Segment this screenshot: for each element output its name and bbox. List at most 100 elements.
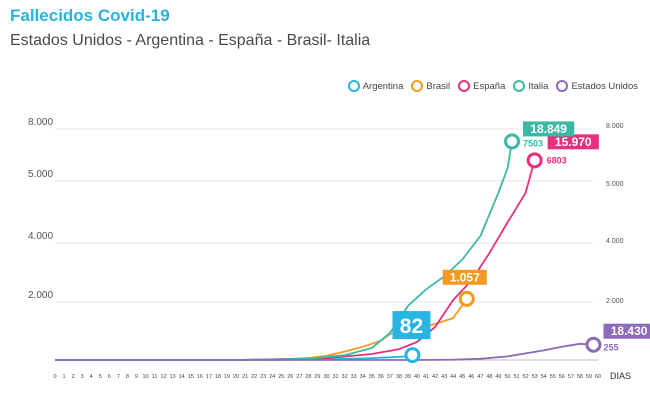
end-label-box-espana <box>547 134 599 150</box>
end-label-box-estados-unidos <box>603 323 650 339</box>
x-tick-26: 26 <box>287 374 293 380</box>
x-tick-44: 44 <box>450 374 456 380</box>
x-tick-11: 11 <box>152 374 158 380</box>
legend-item-brasil: Brasil <box>411 80 450 92</box>
x-tick-52: 52 <box>523 374 529 380</box>
legend-swatch-estados-unidos <box>556 80 569 92</box>
x-tick-10: 10 <box>142 374 148 380</box>
end-label-estados-unidos: 18.430 <box>611 324 648 338</box>
chart-subtitle: Estados Unidos - Argentina - España - Br… <box>10 32 371 49</box>
x-tick-59: 59 <box>586 374 592 380</box>
x-tick-8: 8 <box>126 374 129 380</box>
end-label-box-italia <box>523 121 575 137</box>
x-tick-14: 14 <box>179 374 185 380</box>
x-tick-41: 41 <box>423 374 429 380</box>
end-label-brasil: 1.057 <box>450 270 480 284</box>
x-tick-54: 54 <box>541 374 547 380</box>
legend-item-espana: España <box>458 80 505 92</box>
y-tick-left-2: 4.000 <box>28 231 53 242</box>
x-tick-57: 57 <box>568 374 574 380</box>
x-tick-38: 38 <box>396 374 402 380</box>
x-tick-32: 32 <box>342 374 348 380</box>
x-tick-12: 12 <box>161 374 167 380</box>
end-label-italia: 18.849 <box>530 122 567 136</box>
legend-item-italia: Italia <box>513 80 548 92</box>
x-tick-55: 55 <box>550 374 556 380</box>
x-tick-7: 7 <box>117 374 120 380</box>
legend-swatch-espana <box>458 80 471 92</box>
x-tick-19: 19 <box>224 374 230 380</box>
end-sublabel-italia: 7503 <box>523 138 543 148</box>
x-tick-58: 58 <box>577 374 583 380</box>
end-label-argentina: 82 <box>400 315 423 338</box>
x-axis-label: DIAS <box>610 371 631 381</box>
x-tick-33: 33 <box>351 374 357 380</box>
series-line-estados-unidos <box>55 342 594 361</box>
x-tick-34: 34 <box>360 374 366 380</box>
x-tick-50: 50 <box>504 374 510 380</box>
x-tick-13: 13 <box>170 374 176 380</box>
legend-swatch-brasil <box>411 80 424 92</box>
x-tick-37: 37 <box>387 374 393 380</box>
y-tick-left-3: 2.000 <box>28 290 53 301</box>
x-tick-46: 46 <box>468 374 474 380</box>
x-tick-1: 1 <box>63 374 66 380</box>
legend-swatch-italia <box>513 80 526 92</box>
x-tick-53: 53 <box>532 374 538 380</box>
x-tick-31: 31 <box>332 374 338 380</box>
x-tick-45: 45 <box>459 374 465 380</box>
x-tick-4: 4 <box>90 374 93 380</box>
end-marker-italia <box>504 133 521 150</box>
x-tick-42: 42 <box>432 374 438 380</box>
x-tick-23: 23 <box>260 374 266 380</box>
x-tick-40: 40 <box>414 374 420 380</box>
y-tick-left-1: 5.000 <box>28 169 53 180</box>
x-tick-47: 47 <box>477 374 483 380</box>
series-line-espana <box>55 160 536 361</box>
x-tick-3: 3 <box>81 374 84 380</box>
x-tick-27: 27 <box>296 374 302 380</box>
legend-label-espana: España <box>473 80 506 92</box>
y-tick-right-2: 4.000 <box>606 238 624 245</box>
legend: Argentina Brasil España Italia Estados U… <box>347 80 638 92</box>
legend-swatch-argentina <box>347 80 360 92</box>
x-tick-43: 43 <box>441 374 447 380</box>
legend-item-argentina: Argentina <box>347 80 404 92</box>
legend-item-estados-unidos: Estados Unidos <box>556 80 638 92</box>
x-tick-39: 39 <box>405 374 411 380</box>
y-tick-left-0: 8.000 <box>28 117 53 128</box>
legend-label-brasil: Brasil <box>426 80 451 92</box>
x-tick-18: 18 <box>215 374 221 380</box>
x-tick-29: 29 <box>314 374 320 380</box>
x-tick-25: 25 <box>278 374 284 380</box>
end-label-box-brasil <box>442 269 487 285</box>
x-tick-16: 16 <box>197 374 203 380</box>
x-tick-24: 24 <box>269 374 275 380</box>
x-tick-35: 35 <box>369 374 375 380</box>
series-line-italia <box>55 141 513 361</box>
x-tick-9: 9 <box>135 374 138 380</box>
x-tick-56: 56 <box>559 374 565 380</box>
x-tick-49: 49 <box>495 374 501 380</box>
end-marker-brasil <box>458 290 475 307</box>
x-tick-0: 0 <box>53 374 56 380</box>
end-label-espana: 15.970 <box>555 135 592 149</box>
x-tick-51: 51 <box>513 374 519 380</box>
x-tick-48: 48 <box>486 374 492 380</box>
x-tick-15: 15 <box>188 374 194 380</box>
chart-title: Fallecidos Covid-19 <box>10 6 170 25</box>
x-tick-6: 6 <box>108 374 111 380</box>
end-marker-estados-unidos <box>585 336 602 353</box>
end-sublabel-estados-unidos: 255 <box>603 343 618 353</box>
x-tick-20: 20 <box>233 374 239 380</box>
x-tick-22: 22 <box>251 374 257 380</box>
x-tick-5: 5 <box>99 374 102 380</box>
x-tick-36: 36 <box>378 374 384 380</box>
x-tick-30: 30 <box>323 374 329 380</box>
legend-label-estados-unidos: Estados Unidos <box>571 80 638 92</box>
legend-label-argentina: Argentina <box>362 80 404 92</box>
x-tick-28: 28 <box>305 374 311 380</box>
end-label-box-argentina <box>392 311 431 340</box>
end-marker-espana <box>526 152 543 169</box>
